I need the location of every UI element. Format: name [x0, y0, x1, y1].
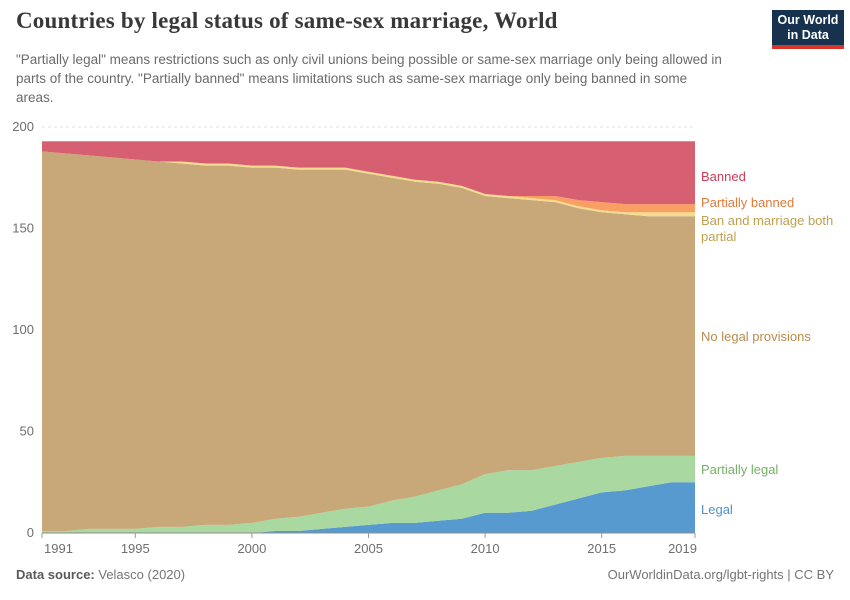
chart-title: Countries by legal status of same-sex ma…: [16, 8, 558, 33]
x-axis-tick-label-2005: 2005: [354, 541, 383, 556]
x-axis-tick-label-2010: 2010: [471, 541, 500, 556]
legend-item-legal[interactable]: Legal: [701, 502, 733, 517]
x-axis-tick-label-1991: 1991: [44, 541, 73, 556]
area-partially-legal[interactable]: [42, 455, 695, 533]
legend-item-partially-legal[interactable]: Partially legal: [701, 462, 779, 477]
area-partially-banned[interactable]: [42, 151, 695, 213]
data-source-label: Data source:: [16, 567, 95, 582]
x-axis-tick-label-2019: 2019: [668, 541, 697, 556]
legend-item-partially-banned[interactable]: Partially banned: [701, 195, 795, 210]
x-axis-tick-label-1995: 1995: [121, 541, 150, 556]
y-axis-tick-label-150: 150: [12, 221, 34, 236]
data-source-note: Data source: Velasco (2020): [16, 567, 185, 582]
owid-logo: Our World in Data: [772, 10, 844, 49]
area-no-legal-provisions[interactable]: [42, 151, 695, 531]
y-axis-tick-label-0: 0: [27, 525, 34, 540]
owid-logo-line1: Our World: [777, 12, 839, 27]
y-axis-tick-label-100: 100: [12, 322, 34, 337]
legend-item-no-legal-provisions[interactable]: No legal provisions: [701, 329, 811, 344]
legend-item-banned[interactable]: Banned: [701, 169, 746, 184]
x-axis-tick-label-2015: 2015: [587, 541, 616, 556]
owid-logo-line2: in Data: [787, 27, 829, 42]
chart-subtitle: "Partially legal" means restrictions suc…: [16, 52, 722, 106]
data-source-value: Velasco (2020): [94, 567, 186, 582]
y-axis-tick-label-50: 50: [20, 424, 34, 439]
chart-footer: Data source: Velasco (2020) OurWorldinDa…: [16, 567, 834, 582]
area-banned[interactable]: [42, 141, 695, 205]
owid-url-license-link[interactable]: OurWorldinData.org/lgbt-rights | CC BY: [607, 567, 834, 582]
area-ban-and-marriage-both-partial[interactable]: [42, 151, 695, 217]
legend-item-ban-and-marriage-both-partial[interactable]: Ban and marriage both partial: [701, 213, 834, 245]
area-legal[interactable]: [42, 482, 695, 533]
y-axis-tick-label-200: 200: [12, 119, 34, 134]
x-axis-tick-label-2000: 2000: [237, 541, 266, 556]
